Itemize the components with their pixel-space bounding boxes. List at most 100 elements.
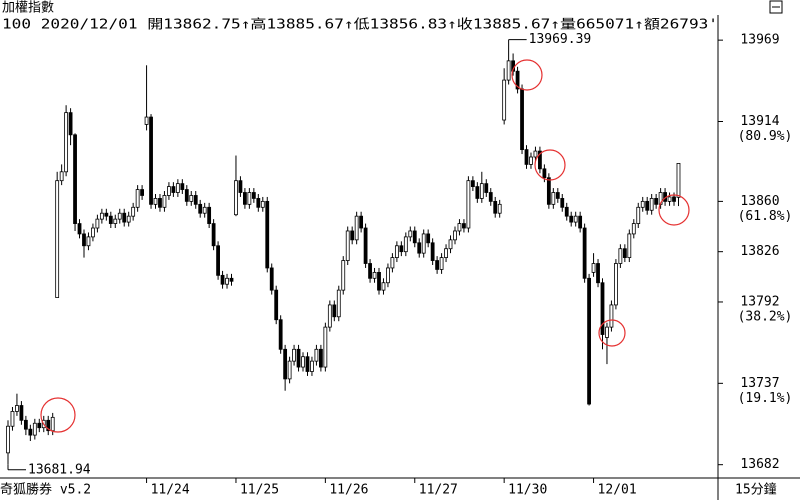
candle-body [448, 239, 453, 250]
candle-body [403, 236, 408, 253]
candle-body [251, 192, 256, 199]
candle-body [73, 134, 77, 224]
candle-body [323, 326, 328, 368]
candle-body [104, 212, 109, 217]
candle-body [524, 149, 529, 165]
chart-title: 加權指數 [2, 1, 54, 16]
annotation: 13969.39 [529, 32, 592, 47]
candle-body [421, 233, 426, 254]
y-tick-note: (80.9%) [738, 129, 793, 144]
candle-body [126, 215, 131, 223]
candle-body [225, 277, 229, 285]
candle-body [162, 195, 167, 208]
candle-body [497, 203, 502, 214]
candle-body [234, 180, 238, 216]
y-tick-note: (38.2%) [738, 309, 793, 324]
candle-body [399, 245, 404, 253]
candle-body [484, 183, 489, 193]
highlight-circle [40, 397, 76, 433]
window-button[interactable] [769, 0, 783, 14]
candle-body [457, 223, 462, 232]
candle-body [350, 230, 355, 241]
candle-body [108, 215, 113, 224]
candle-body [636, 206, 641, 224]
candle-body [59, 171, 64, 182]
candle-body [560, 198, 565, 208]
candle-body [256, 198, 261, 208]
candle-body [408, 230, 413, 238]
candle-body [122, 212, 127, 223]
candle-body [82, 233, 86, 247]
x-tick-label: 11/26 [329, 483, 368, 498]
candle-body [28, 428, 33, 436]
candle-body [578, 215, 583, 229]
candle-body [573, 215, 578, 223]
candle-body [202, 206, 207, 214]
candle-body [582, 227, 587, 279]
candle-body [198, 203, 203, 214]
candle-body [23, 419, 28, 430]
candle-body [117, 212, 122, 220]
y-tick-label: 13860 [740, 194, 779, 209]
candle-body [243, 192, 247, 205]
highlight-circles [40, 59, 690, 433]
x-tick-label: 12/01 [598, 483, 637, 498]
candle-body [359, 215, 364, 229]
candle-body [292, 348, 296, 362]
candle-body [354, 215, 359, 241]
candle-body [310, 360, 314, 372]
candle-body [247, 192, 252, 205]
candle-body [417, 242, 422, 254]
y-tick-label: 13792 [740, 294, 779, 309]
candle-body [336, 289, 341, 318]
candle-body [184, 189, 189, 202]
candle-body [216, 245, 220, 276]
candle-body [6, 425, 10, 454]
candle-body [453, 230, 457, 241]
candle-body [470, 180, 475, 187]
candle-body [412, 230, 417, 244]
candle-body [167, 186, 171, 196]
candle-body [171, 186, 176, 193]
candle-body [600, 282, 605, 335]
candle-body [55, 180, 60, 298]
candle-body [618, 248, 623, 264]
candle-body [538, 150, 542, 170]
candle-body [274, 289, 279, 321]
x-tick-label: 11/25 [240, 483, 279, 498]
y-tick-label: 13969 [740, 33, 779, 48]
candle-body [149, 116, 153, 205]
candle-body [15, 405, 19, 412]
candle-body [140, 189, 144, 196]
candle-body [283, 348, 288, 380]
candle-body [631, 223, 636, 235]
candle-body [605, 326, 609, 338]
x-tick-label: 11/30 [508, 483, 547, 498]
candle-body [654, 198, 659, 205]
candle-body [649, 198, 654, 211]
candle-body [435, 260, 440, 270]
candle-body [153, 198, 158, 205]
candle-body [368, 263, 372, 279]
candle-body [332, 304, 337, 318]
candle-body [345, 230, 350, 261]
candle-body [466, 180, 471, 229]
candle-body [296, 348, 301, 368]
candle-body [377, 271, 381, 291]
candle-body [46, 419, 51, 432]
y-tick-label: 13914 [740, 114, 779, 129]
candle-body [546, 177, 551, 205]
candle-body [32, 422, 37, 436]
candle-body [301, 356, 305, 368]
annotation: 13681.94 [28, 462, 91, 477]
candle-body [430, 242, 435, 261]
candle-body [113, 218, 118, 224]
y-tick-note: (61.8%) [738, 209, 793, 224]
highlight-circle [658, 194, 690, 226]
candle-body [520, 88, 524, 151]
candle-body [488, 192, 493, 202]
candle-body [627, 233, 632, 258]
candle-body [614, 263, 618, 306]
candle-body [667, 196, 672, 202]
